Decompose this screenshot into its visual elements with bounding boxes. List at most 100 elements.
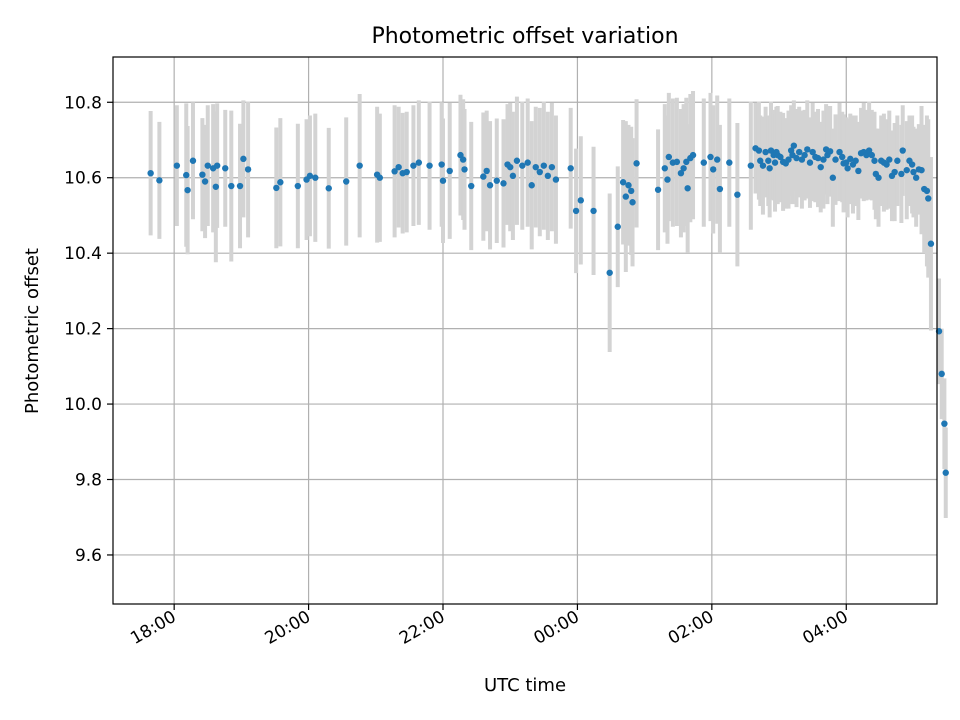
data-point (844, 165, 851, 172)
data-point (755, 147, 763, 154)
chart-title: Photometric offset variation (371, 24, 678, 49)
data-point (707, 153, 714, 161)
data-point (677, 169, 685, 177)
data-point (173, 162, 181, 169)
data-point (908, 161, 916, 168)
data-point (294, 182, 302, 190)
data-point (507, 163, 514, 171)
data-point (891, 168, 898, 176)
data-point (709, 166, 717, 173)
data-point (700, 159, 707, 166)
data-point (228, 182, 235, 190)
data-point (277, 179, 284, 186)
data-point (871, 157, 878, 164)
x-axis-label: UTC time (484, 675, 566, 696)
data-point (883, 161, 890, 168)
data-point (325, 185, 332, 192)
data-point (273, 184, 280, 192)
data-point (343, 178, 350, 185)
data-point (614, 223, 621, 230)
data-point (942, 469, 949, 476)
data-point (894, 157, 901, 164)
y-tick-label: 10.2 (64, 320, 102, 340)
data-point (868, 151, 876, 159)
data-point (183, 171, 190, 179)
data-point (927, 240, 935, 247)
data-point (212, 183, 220, 190)
data-point (156, 177, 163, 184)
data-point (817, 163, 824, 171)
data-point (766, 165, 773, 172)
data-point (627, 187, 635, 195)
data-point (439, 177, 447, 184)
data-point (480, 173, 487, 180)
y-tick-label: 10.8 (64, 93, 102, 113)
data-point (832, 156, 839, 163)
data-point (777, 153, 784, 161)
data-point (486, 182, 494, 189)
data-point (757, 157, 764, 164)
data-point (567, 165, 574, 172)
data-point (918, 166, 925, 174)
data-point (415, 159, 423, 166)
data-point (204, 162, 211, 169)
data-point (493, 177, 500, 184)
data-point (734, 191, 741, 198)
data-point (814, 154, 822, 162)
data-point (903, 166, 910, 174)
data-point (680, 165, 687, 172)
data-point (771, 159, 779, 166)
y-tick-label: 9.6 (75, 546, 102, 566)
data-point (483, 167, 490, 175)
data-point (189, 157, 197, 164)
data-point (716, 185, 724, 193)
data-point (664, 176, 671, 183)
data-point (829, 174, 837, 181)
data-point (410, 162, 417, 169)
data-point (544, 172, 552, 180)
data-point (446, 167, 453, 175)
data-point (184, 186, 191, 194)
data-point (536, 168, 543, 176)
data-point (809, 148, 816, 156)
data-point (804, 146, 811, 153)
data-point (665, 153, 673, 161)
data-point (236, 182, 244, 190)
data-point (629, 199, 636, 206)
data-point (524, 159, 531, 166)
data-point (839, 153, 846, 161)
data-point (855, 167, 862, 175)
data-point (852, 157, 859, 164)
data-point (689, 151, 697, 159)
data-point (532, 163, 539, 171)
data-point (785, 156, 792, 163)
data-point (513, 157, 521, 164)
data-point (240, 155, 247, 163)
data-point (459, 156, 467, 163)
data-point (606, 269, 613, 276)
data-point (820, 156, 827, 163)
data-point (395, 163, 402, 171)
data-point (910, 168, 917, 176)
data-point (577, 197, 584, 204)
data-point (572, 207, 580, 215)
data-point (806, 159, 814, 166)
data-point (391, 168, 398, 175)
data-point (899, 147, 906, 154)
data-point (765, 157, 772, 164)
data-point (847, 155, 854, 163)
data-point (403, 168, 410, 176)
data-point (590, 207, 597, 215)
data-point (528, 182, 535, 189)
data-point (222, 165, 229, 172)
data-point (714, 156, 721, 163)
data-points (147, 142, 949, 476)
data-point (886, 156, 893, 163)
data-point (747, 162, 755, 169)
data-point (213, 162, 221, 169)
data-point (552, 176, 560, 183)
data-point (684, 185, 691, 192)
data-point (619, 179, 627, 186)
data-point (548, 163, 556, 171)
